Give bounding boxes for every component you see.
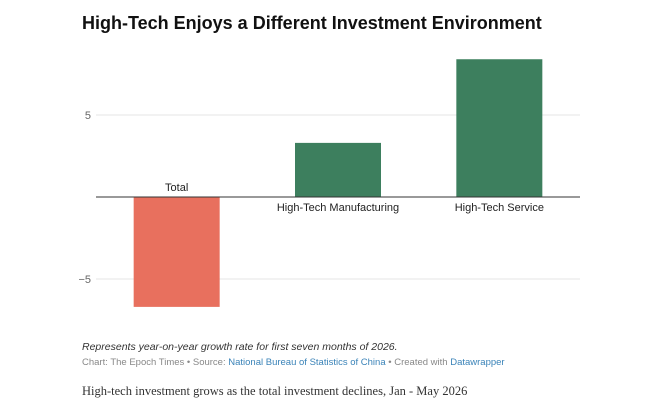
- bar: [456, 59, 543, 197]
- chart-title: High-Tech Enjoys a Different Investment …: [82, 13, 542, 33]
- chart-caption: High-tech investment grows as the total …: [82, 384, 468, 398]
- category-label: Total: [165, 182, 188, 194]
- chart-note: Represents year-on-year growth rate for …: [82, 341, 398, 353]
- category-label: High-Tech Service: [455, 202, 544, 214]
- bars: [133, 59, 543, 307]
- bar: [295, 142, 381, 197]
- bar-chart: −5 5 Total High-Tech Manufacturing High-Tec…: [78, 59, 580, 307]
- source-prefix: Chart: The Epoch Times • Source:: [82, 357, 229, 368]
- y-tick-label: −5: [78, 274, 91, 286]
- y-tick-label: 5: [85, 110, 91, 122]
- datawrapper-link[interactable]: Datawrapper: [450, 357, 505, 368]
- category-labels: Total High-Tech Manufacturing High-Tech Se…: [165, 182, 544, 214]
- source-link[interactable]: National Bureau of Statistics of China: [228, 357, 386, 368]
- category-label: High-Tech Manufacturing: [277, 202, 399, 214]
- bar: [133, 197, 220, 307]
- source-line: Chart: The Epoch Times • Source: Nationa…: [82, 357, 505, 368]
- source-mid: • Created with: [385, 357, 451, 368]
